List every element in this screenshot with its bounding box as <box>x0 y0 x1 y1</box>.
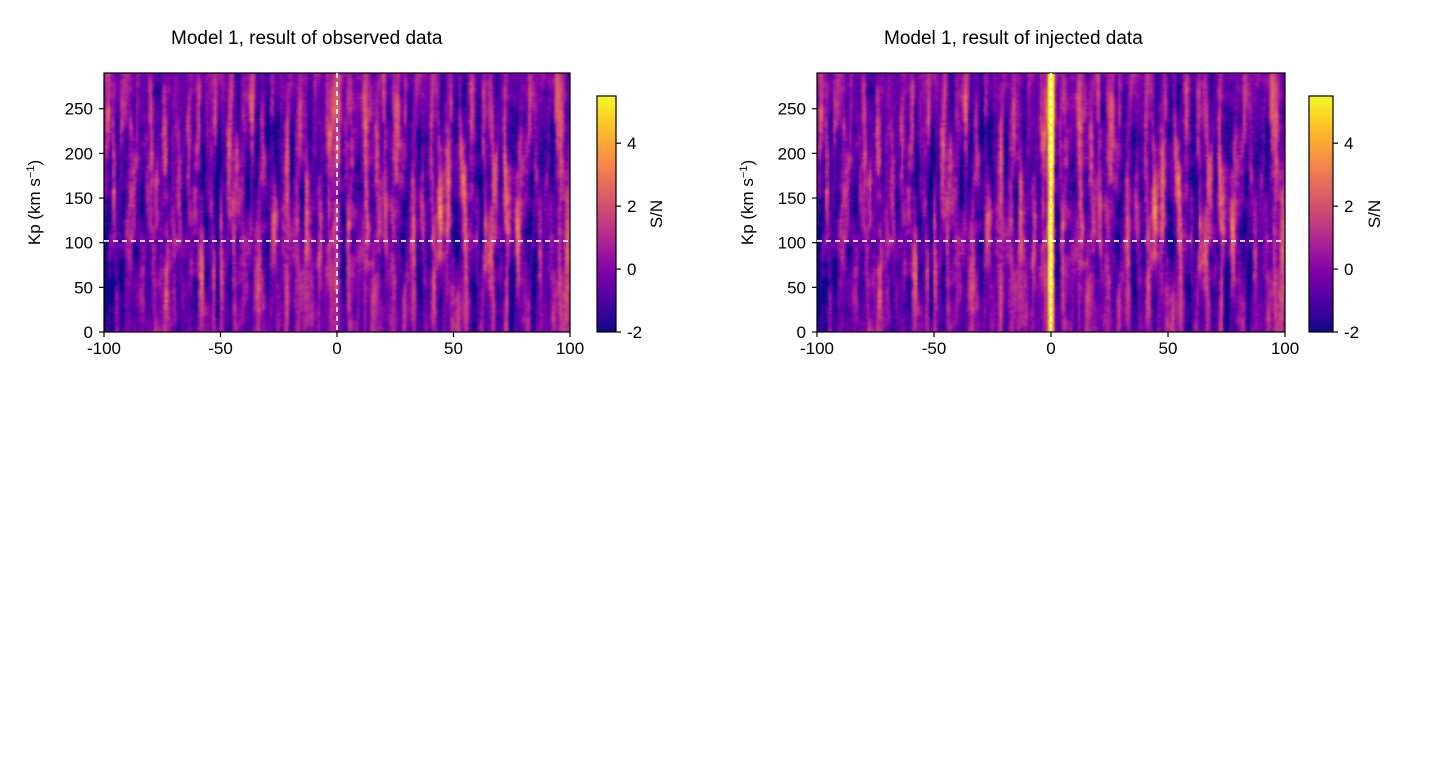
svg-text:100: 100 <box>778 234 806 253</box>
svg-text:200: 200 <box>778 144 806 163</box>
svg-text:-50: -50 <box>208 339 233 358</box>
svg-text:-50: -50 <box>922 339 947 358</box>
svg-text:200: 200 <box>65 144 93 163</box>
svg-text:Kp (km s−1): Kp (km s−1) <box>738 160 757 245</box>
svg-text:250: 250 <box>65 100 93 119</box>
svg-text:2: 2 <box>627 197 636 216</box>
svg-text:0: 0 <box>332 339 341 358</box>
svg-text:2: 2 <box>1344 197 1353 216</box>
svg-text:50: 50 <box>787 278 806 297</box>
svg-text:100: 100 <box>556 339 584 358</box>
svg-text:4: 4 <box>627 134 636 153</box>
svg-text:100: 100 <box>65 234 93 253</box>
svg-text:-2: -2 <box>627 323 642 342</box>
svg-text:150: 150 <box>778 189 806 208</box>
svg-text:50: 50 <box>1159 339 1178 358</box>
svg-text:0: 0 <box>627 260 636 279</box>
svg-text:Kp (km s−1): Kp (km s−1) <box>25 160 44 245</box>
svg-text:100: 100 <box>1271 339 1299 358</box>
svg-text:S/N: S/N <box>1365 200 1384 228</box>
svg-text:150: 150 <box>65 189 93 208</box>
svg-text:4: 4 <box>1344 134 1353 153</box>
svg-text:250: 250 <box>778 100 806 119</box>
svg-text:0: 0 <box>1344 260 1353 279</box>
svg-text:0: 0 <box>84 323 93 342</box>
svg-text:-2: -2 <box>1344 323 1359 342</box>
svg-text:S/N: S/N <box>647 200 666 228</box>
svg-text:50: 50 <box>74 278 93 297</box>
svg-text:0: 0 <box>1046 339 1055 358</box>
svg-text:0: 0 <box>797 323 806 342</box>
svg-text:50: 50 <box>444 339 463 358</box>
